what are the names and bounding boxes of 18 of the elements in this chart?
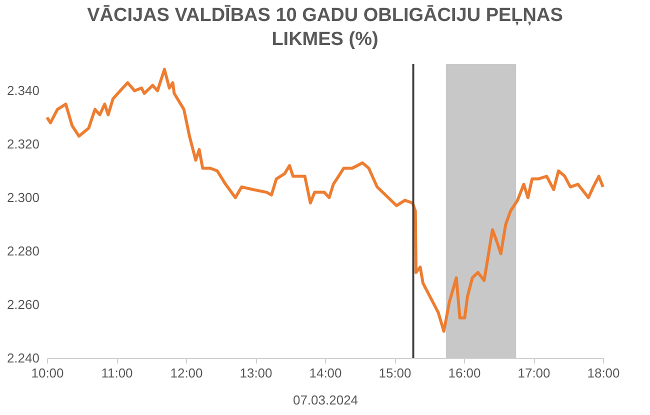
x-tick-label: 16:00 [448, 366, 481, 380]
x-tick-label: 18:00 [587, 366, 620, 380]
y-tick-label: 2.240 [6, 350, 40, 366]
x-tick-label: 10:00 [31, 366, 64, 380]
y-tick-label: 2.260 [6, 297, 40, 312]
y-tick-label: 2.300 [6, 190, 40, 206]
x-tick-label: 17:00 [518, 366, 550, 380]
y-tick-label: 2.320 [6, 136, 40, 152]
x-axis-title: 07.03.2024 [292, 392, 358, 408]
x-tick-label: 13:00 [240, 366, 272, 380]
x-tick-label: 15:00 [378, 366, 412, 380]
line-series [46, 68, 604, 333]
x-tick-label: 11:00 [101, 366, 133, 380]
chart-title: VĀCIJAS VALDĪBAS 10 GADU OBLIGĀCIJU PEĻŅAS LIKMES (%) [87, 5, 563, 50]
y-tick-label: 2.340 [6, 83, 40, 98]
x-tick-label: 14:00 [309, 366, 342, 380]
x-tick-label: 12:00 [170, 366, 203, 380]
y-tick-label: 2.280 [6, 244, 40, 259]
